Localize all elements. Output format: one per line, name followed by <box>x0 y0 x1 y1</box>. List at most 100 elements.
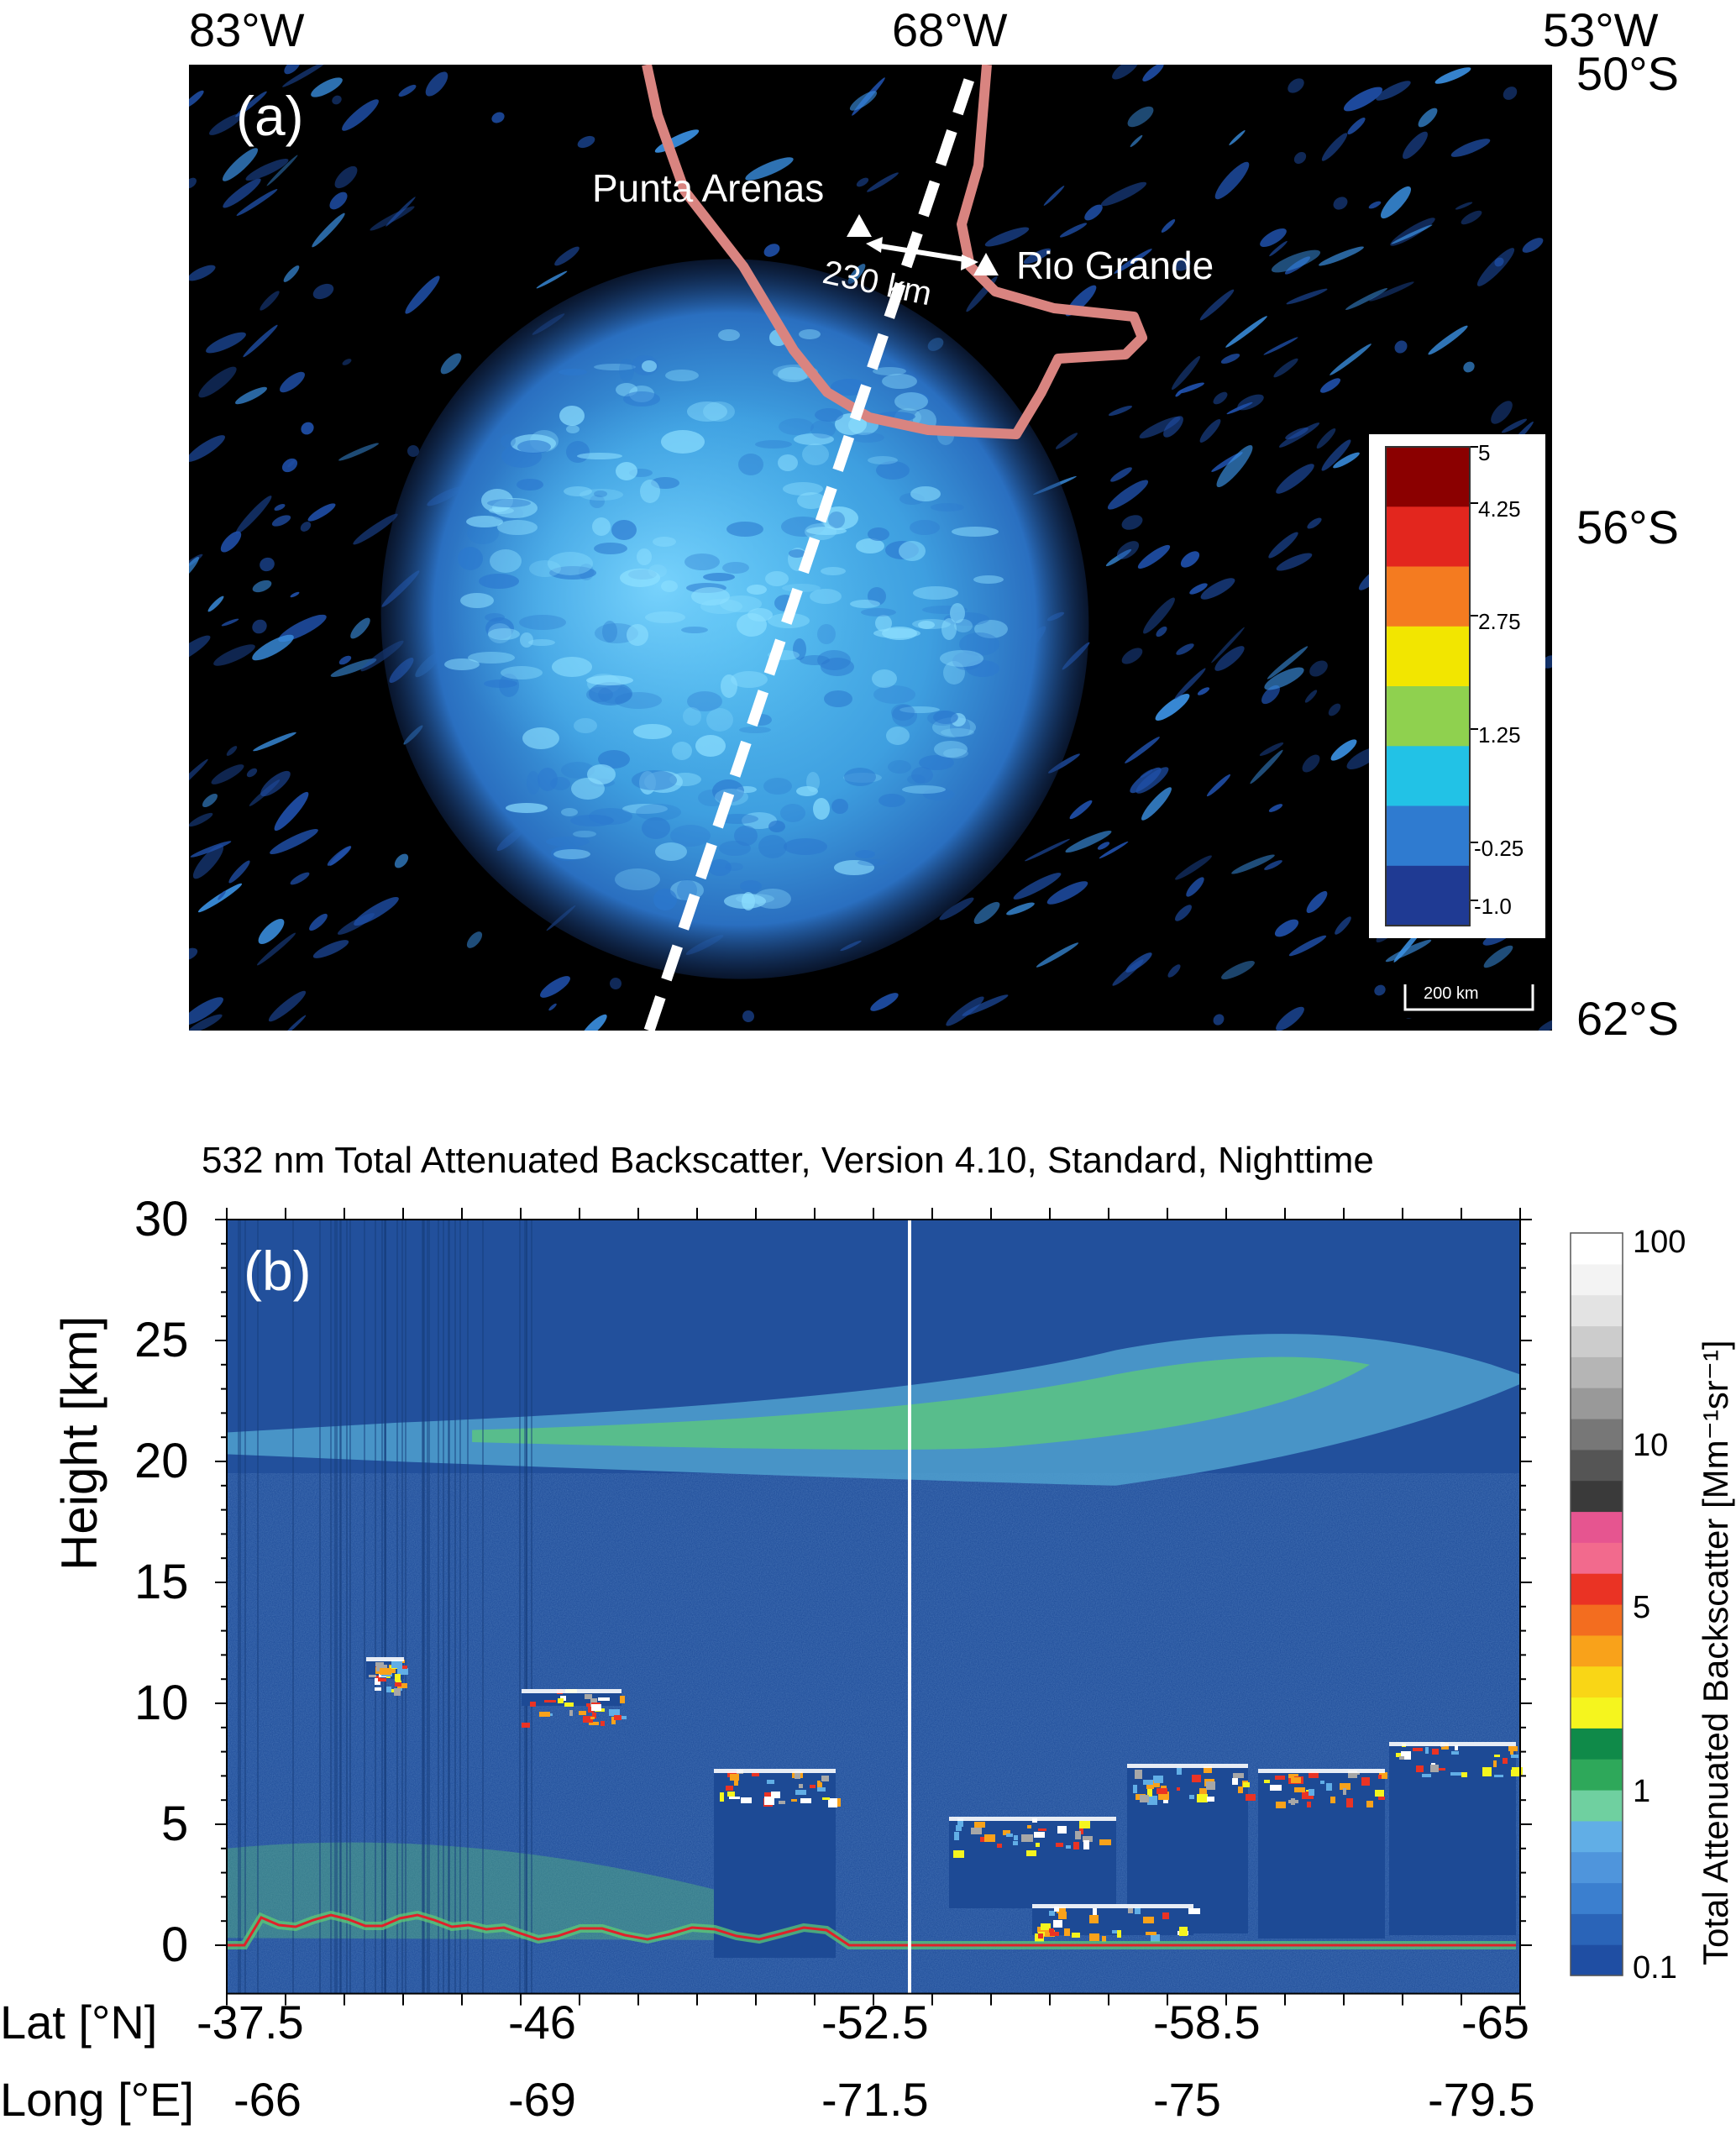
cloud-streak <box>1330 739 1357 761</box>
cloud-top-pixel <box>375 1662 384 1666</box>
plume-patch <box>687 691 722 711</box>
signal-streak <box>385 1220 386 1994</box>
lat-tick-65: -65 <box>1461 1996 1529 2049</box>
cloud-top-pixel <box>1027 1825 1031 1828</box>
plume-patch <box>740 880 762 892</box>
plume-patch <box>517 479 543 491</box>
cloud-streak <box>425 71 448 97</box>
plume-patch <box>794 433 834 445</box>
cloud-streak <box>1494 257 1504 267</box>
colorbar-b-segment <box>1571 1604 1623 1636</box>
lat-tick-46: -46 <box>508 1996 576 2049</box>
plume-patch <box>574 718 597 733</box>
cloud-streak <box>745 157 794 181</box>
plume-patch <box>615 868 660 890</box>
cloud-streak <box>236 189 278 216</box>
signal-streak <box>519 1220 521 1994</box>
cloud-streak <box>350 617 370 639</box>
cloud-top-pixel <box>614 1715 621 1720</box>
cloud-streak <box>1304 690 1318 703</box>
cloud-streak <box>312 283 334 300</box>
plume-patch <box>799 329 821 339</box>
plume-patch <box>720 595 762 612</box>
cloud-streak <box>1302 754 1320 773</box>
cloud-top-pixel <box>1401 1751 1411 1760</box>
cloud-top-pixel <box>828 1798 837 1807</box>
lon-label-53w: 53°W <box>1543 3 1659 56</box>
cloud-top-pixel <box>771 1792 780 1798</box>
plume-patch <box>460 593 494 608</box>
cloud-top-pixel <box>1128 1908 1133 1913</box>
cloud-streak <box>1237 394 1264 411</box>
cloud-streak <box>1141 787 1172 821</box>
backscatter-colorbar <box>1570 1232 1623 1976</box>
cloud-top-pixel <box>734 1780 738 1786</box>
cloud-top-pixel <box>791 1799 797 1802</box>
cloud-streak <box>763 244 780 257</box>
cloud-streak <box>539 976 571 998</box>
cloud-streak <box>1541 655 1552 669</box>
plume-patch <box>577 453 622 459</box>
plume-patch <box>821 567 846 575</box>
plume-patch <box>594 543 627 554</box>
cloud-top-pixel <box>764 1797 774 1805</box>
plume-patch <box>640 480 660 503</box>
signal-streak <box>364 1220 365 1994</box>
plume-patch <box>878 794 905 807</box>
cloud-streak <box>870 993 899 1011</box>
distance-arrow-head-right <box>961 254 978 270</box>
plume-patch <box>805 523 837 540</box>
cloud-streak <box>256 932 296 966</box>
cloud-top-pixel <box>1309 1789 1314 1796</box>
plume-patch <box>894 392 928 411</box>
plume-patch <box>768 821 785 832</box>
cloud-streak <box>1288 78 1304 93</box>
lon-tick-66: -66 <box>233 2073 302 2126</box>
cloud-top-pixel <box>1054 1907 1059 1912</box>
cloud-top-pixel <box>764 1792 774 1797</box>
lon-row-label: Long [°E] <box>0 2073 194 2126</box>
cloud-top-pixel <box>1366 1801 1373 1807</box>
cloud-top-pixel <box>1197 1794 1208 1802</box>
cloud-streak <box>1380 186 1412 219</box>
plume-patch <box>587 764 616 784</box>
signal-streak <box>526 1220 527 1994</box>
cloud-streak <box>1267 646 1309 679</box>
cloud-top-pixel <box>585 1694 592 1699</box>
plume-patch <box>725 863 743 871</box>
colorbar-b-segment <box>1571 1388 1623 1419</box>
cloud-top-pixel <box>1156 1788 1167 1794</box>
cloud-top-pixel <box>1275 1776 1285 1780</box>
cloud-streak <box>1213 1014 1225 1026</box>
plume-patch <box>622 804 668 814</box>
colorbar-b-segment <box>1571 1759 1623 1791</box>
cloud-streak <box>973 901 1000 925</box>
punta-arenas-marker <box>847 214 872 237</box>
plume-patch <box>923 789 955 800</box>
cloud-top-pixel <box>378 1678 386 1681</box>
plume-patch <box>910 486 941 501</box>
cloud-streak <box>189 265 216 281</box>
cloud-streak <box>1333 197 1348 210</box>
cloud-top-pixel <box>1064 1928 1070 1936</box>
cloud-top-pixel <box>822 1797 830 1800</box>
cloud-top-pixel <box>1112 1930 1118 1933</box>
cloud-streak <box>1271 249 1321 273</box>
signal-streak <box>467 1220 469 1994</box>
cloud-streak <box>1200 578 1235 600</box>
plume-patch <box>722 562 749 574</box>
cloud-streak <box>222 148 259 181</box>
cloud-top-pixel <box>1192 1775 1201 1782</box>
cloud-top-pixel <box>1053 1920 1062 1928</box>
cloud-streak <box>1268 804 1283 812</box>
cloud-streak <box>962 994 1009 1016</box>
cloud-top-pixel <box>1494 1775 1503 1777</box>
plume-patch <box>642 360 657 372</box>
cloud-top-pixel <box>1511 1755 1518 1758</box>
plume-patch <box>858 859 888 866</box>
cloud-streak <box>1167 964 1181 978</box>
signal-streak <box>531 1220 532 1994</box>
plume-patch <box>876 461 910 480</box>
plume-patch <box>561 762 595 779</box>
plume-patch <box>589 682 632 706</box>
